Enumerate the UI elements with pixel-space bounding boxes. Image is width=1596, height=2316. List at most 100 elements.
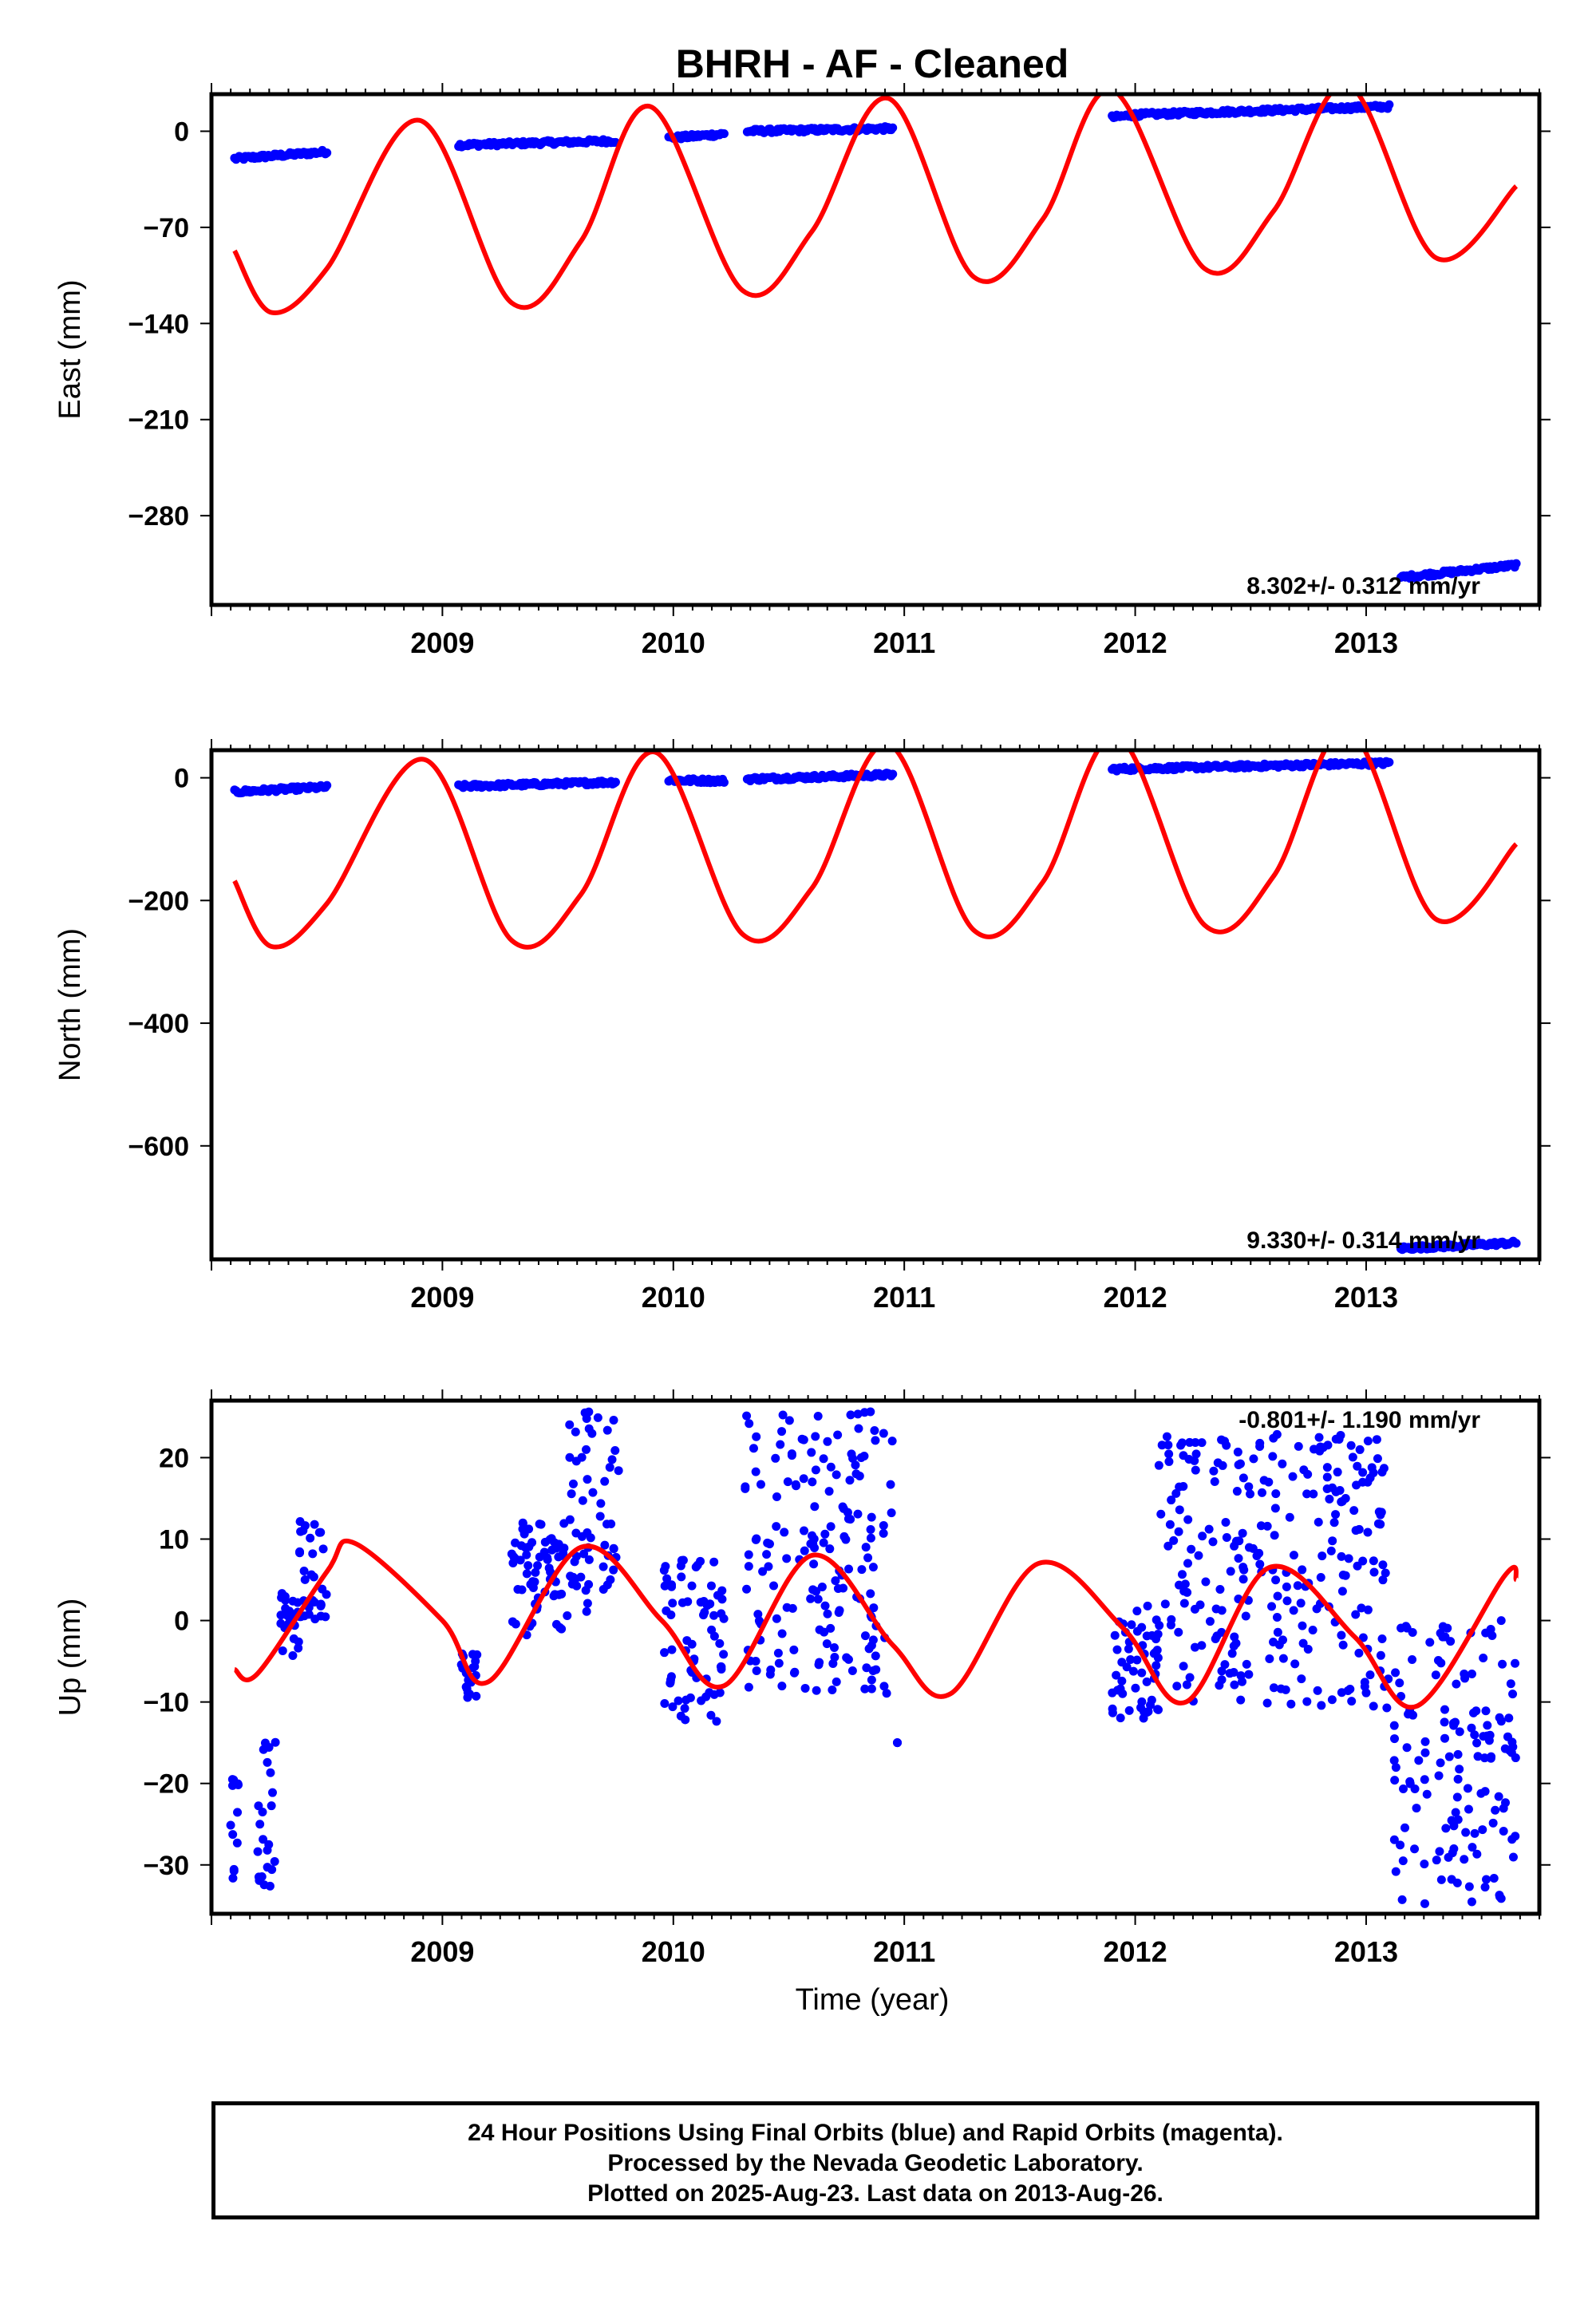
data-point [265, 1881, 275, 1891]
data-point [1231, 1638, 1241, 1648]
data-point [1476, 1788, 1486, 1798]
data-point [828, 1685, 837, 1694]
x-tick-label: 2010 [642, 1935, 705, 1968]
data-point [1143, 1601, 1152, 1611]
data-point [588, 1488, 598, 1497]
data-point [518, 1519, 527, 1528]
x-tick-label: 2012 [1104, 626, 1167, 659]
data-point [322, 781, 332, 790]
data-point [1420, 1860, 1429, 1869]
data-point [463, 1693, 472, 1702]
data-point [554, 1552, 563, 1562]
data-point [268, 1788, 278, 1797]
plot-frame [209, 748, 1542, 1262]
x-tick-label: 2013 [1334, 1281, 1398, 1314]
data-point [600, 1540, 610, 1550]
x-tick-label: 2009 [410, 626, 474, 659]
data-point [227, 1780, 237, 1790]
data-point [1329, 1518, 1339, 1528]
data-point [676, 1561, 685, 1571]
data-point [1298, 1565, 1307, 1575]
data-point [1452, 1792, 1462, 1802]
data-point [886, 1480, 895, 1489]
data-point [1496, 1717, 1506, 1726]
data-point [1112, 1645, 1122, 1654]
data-point [508, 1617, 517, 1626]
y-tick-label: 0 [174, 117, 189, 147]
data-point [882, 1689, 891, 1698]
data-point [831, 1576, 840, 1586]
data-point [677, 1572, 686, 1582]
data-point [1255, 1438, 1265, 1448]
data-point [281, 1603, 290, 1613]
data-point [839, 1504, 848, 1513]
x-tick-label: 2013 [1334, 1935, 1398, 1968]
data-point [848, 1453, 858, 1463]
data-point [887, 1508, 896, 1518]
data-point [1314, 1517, 1323, 1527]
data-point [554, 1539, 563, 1549]
plot-area [226, 1407, 1520, 1908]
data-point [1440, 1705, 1449, 1714]
data-point [1215, 1584, 1225, 1594]
data-point [1511, 1753, 1520, 1763]
data-point [1398, 1856, 1408, 1866]
data-point [1179, 1451, 1188, 1460]
data-point [605, 1463, 614, 1472]
data-point [288, 1596, 298, 1606]
data-point [1391, 1668, 1400, 1678]
data-point [295, 1547, 305, 1556]
data-point [578, 1496, 587, 1505]
data-point [260, 1738, 270, 1748]
data-point [1508, 1690, 1518, 1699]
data-point [1378, 1560, 1388, 1570]
data-point [524, 1524, 534, 1534]
data-point [1169, 1535, 1179, 1545]
data-point [1491, 1805, 1500, 1815]
data-point [1273, 1591, 1282, 1601]
y-axis-label: North (mm) [53, 928, 87, 1081]
data-point [511, 1554, 520, 1563]
data-point [522, 1550, 531, 1559]
data-point [1420, 1748, 1430, 1757]
data-point [1365, 1473, 1375, 1483]
data-point [583, 1599, 592, 1608]
data-point [527, 1538, 537, 1547]
data-point [1483, 1721, 1492, 1730]
plot-area [230, 750, 1521, 1255]
data-point [596, 1499, 606, 1508]
data-point [812, 1686, 821, 1695]
data-point [1377, 1468, 1387, 1477]
data-point [549, 1591, 559, 1601]
data-point [668, 1599, 678, 1608]
data-point [1274, 1640, 1284, 1650]
data-point [1110, 1630, 1120, 1640]
data-point [745, 1419, 754, 1429]
data-point [813, 1595, 823, 1604]
data-point [1145, 1701, 1155, 1710]
data-point [1343, 1686, 1353, 1695]
data-point [1347, 1697, 1357, 1706]
data-point [1331, 1510, 1341, 1520]
data-point [1470, 1730, 1479, 1740]
data-point [1217, 1666, 1227, 1676]
data-point [289, 1634, 298, 1643]
data-point [1463, 1784, 1472, 1793]
data-point [1486, 1753, 1495, 1763]
data-point [662, 1606, 671, 1615]
data-point [1271, 1575, 1281, 1585]
data-point [1264, 1477, 1274, 1487]
data-point [610, 777, 620, 787]
data-point [1435, 1847, 1444, 1856]
data-point [1431, 1670, 1440, 1680]
data-point [813, 1412, 823, 1421]
data-point [752, 1534, 761, 1543]
data-point [1460, 1855, 1469, 1864]
data-point [1503, 1732, 1512, 1741]
data-point [1163, 1541, 1173, 1551]
x-tick-label: 2011 [873, 1281, 935, 1314]
data-point [853, 1409, 863, 1419]
data-point [468, 1650, 477, 1659]
data-point [1448, 1848, 1457, 1858]
